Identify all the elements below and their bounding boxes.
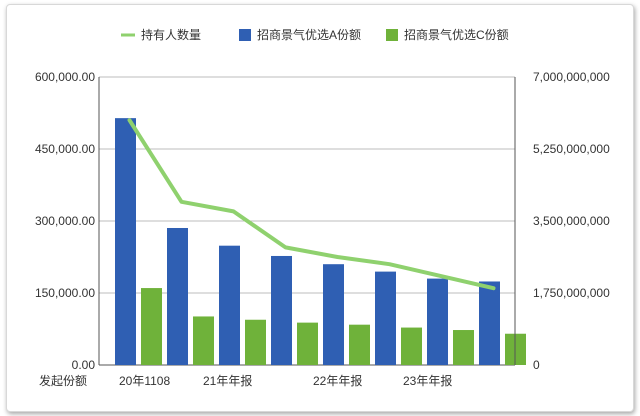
holders-point bbox=[233, 210, 234, 212]
axes-group: 0.00 0 150,000.00 1,750,000,000 300,000.00 3,… bbox=[35, 70, 610, 388]
holders-point bbox=[493, 287, 494, 289]
bars-group bbox=[115, 118, 526, 366]
bar-c bbox=[141, 288, 162, 365]
bar-a bbox=[323, 264, 344, 365]
bar-a bbox=[219, 245, 240, 365]
bar-a bbox=[479, 281, 500, 365]
legend-label-c: 招商景气优选C份额 bbox=[404, 27, 509, 42]
bar-c bbox=[453, 330, 474, 365]
y-left-tick-label: 150,000.00 bbox=[35, 286, 95, 300]
line-group bbox=[127, 118, 496, 291]
holders-line bbox=[127, 118, 496, 291]
legend-label-line: 持有人数量 bbox=[141, 27, 201, 42]
bar-a bbox=[115, 118, 136, 366]
x-tick-label: 22年年报 bbox=[313, 373, 362, 388]
holders-point bbox=[441, 275, 442, 277]
legend: 持有人数量 招商景气优选A份额 招商景气优选C份额 bbox=[121, 27, 509, 42]
bar-c bbox=[245, 319, 266, 365]
bar-a bbox=[427, 278, 448, 365]
y-right-tick-label: 3,500,000,000 bbox=[533, 214, 610, 228]
y-right-tick-label: 0 bbox=[533, 358, 540, 372]
bar-c bbox=[193, 316, 214, 365]
bar-c bbox=[349, 324, 370, 365]
y-left-tick-label: 600,000.00 bbox=[35, 70, 95, 84]
holders-point bbox=[129, 119, 130, 121]
holders-point bbox=[389, 263, 390, 265]
holders-point bbox=[337, 256, 338, 258]
y-left-tick-label: 300,000.00 bbox=[35, 214, 95, 228]
bar-c bbox=[401, 327, 422, 365]
x-tick-label: 21年年报 bbox=[203, 373, 252, 388]
holders-point bbox=[285, 246, 286, 248]
chart-frame: 0.00 0 150,000.00 1,750,000,000 300,000.00 3,… bbox=[6, 4, 634, 412]
y-right-tick-label: 1,750,000,000 bbox=[533, 286, 610, 300]
chart: 0.00 0 150,000.00 1,750,000,000 300,000.00 3,… bbox=[35, 27, 610, 388]
y-left-tick-label: 450,000.00 bbox=[35, 142, 95, 156]
bar-a bbox=[167, 227, 188, 365]
y-right-tick-label: 7,000,000,000 bbox=[533, 70, 610, 84]
bar-a bbox=[271, 255, 292, 365]
y-left-tick-label: 0.00 bbox=[72, 358, 96, 372]
bar-c bbox=[297, 322, 318, 365]
y-right-tick-label: 5,250,000,000 bbox=[533, 142, 610, 156]
x-tick-label: 23年年报 bbox=[403, 373, 452, 388]
x-tick-label: 发起份额 bbox=[39, 373, 87, 388]
legend-swatch-a bbox=[239, 29, 251, 41]
holders-point bbox=[181, 201, 182, 203]
bar-a bbox=[375, 271, 396, 365]
legend-swatch-c bbox=[386, 29, 398, 41]
legend-label-a: 招商景气优选A份额 bbox=[257, 27, 361, 42]
x-tick-label: 20年1108 bbox=[119, 374, 170, 388]
